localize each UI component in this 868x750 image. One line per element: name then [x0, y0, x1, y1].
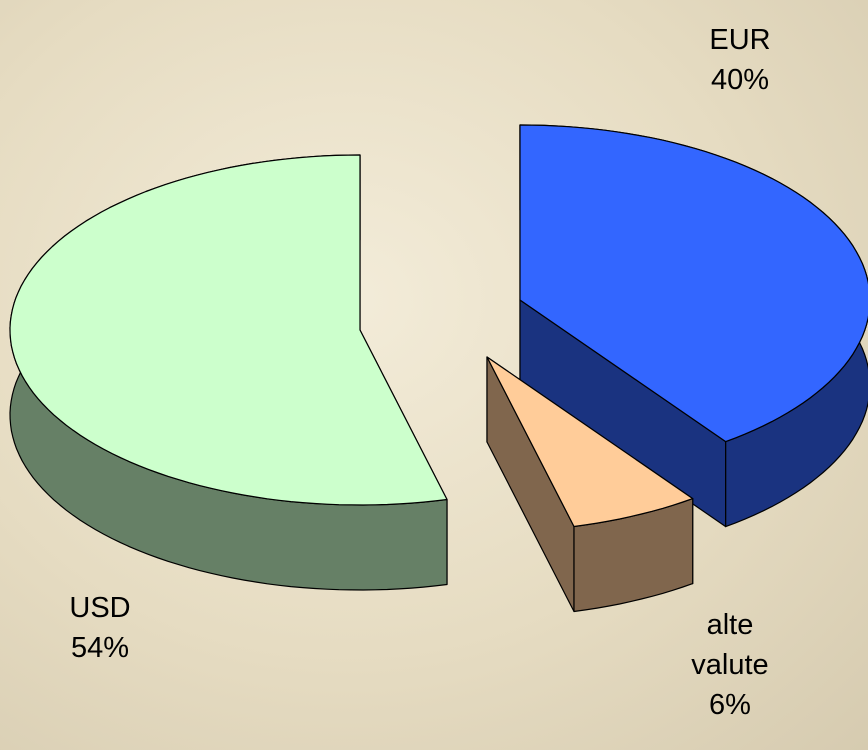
- value-label: 6%: [709, 689, 751, 721]
- category: alte valute: [691, 609, 769, 681]
- slice-top: [519, 124, 868, 443]
- pie-slice: [9, 154, 448, 591]
- value-label: 40%: [710, 64, 770, 96]
- pie-slice: [519, 124, 868, 528]
- slice-top: [486, 356, 694, 528]
- slice-label: USD 54%: [35, 588, 165, 668]
- slice-label: alte valute 6%: [680, 605, 780, 725]
- pie-slice: [486, 356, 694, 613]
- category: USD: [69, 592, 131, 624]
- value-label: 54%: [70, 632, 130, 664]
- slice-label: EUR 40%: [675, 20, 805, 100]
- slice-top: [9, 154, 448, 506]
- category: EUR: [709, 24, 771, 56]
